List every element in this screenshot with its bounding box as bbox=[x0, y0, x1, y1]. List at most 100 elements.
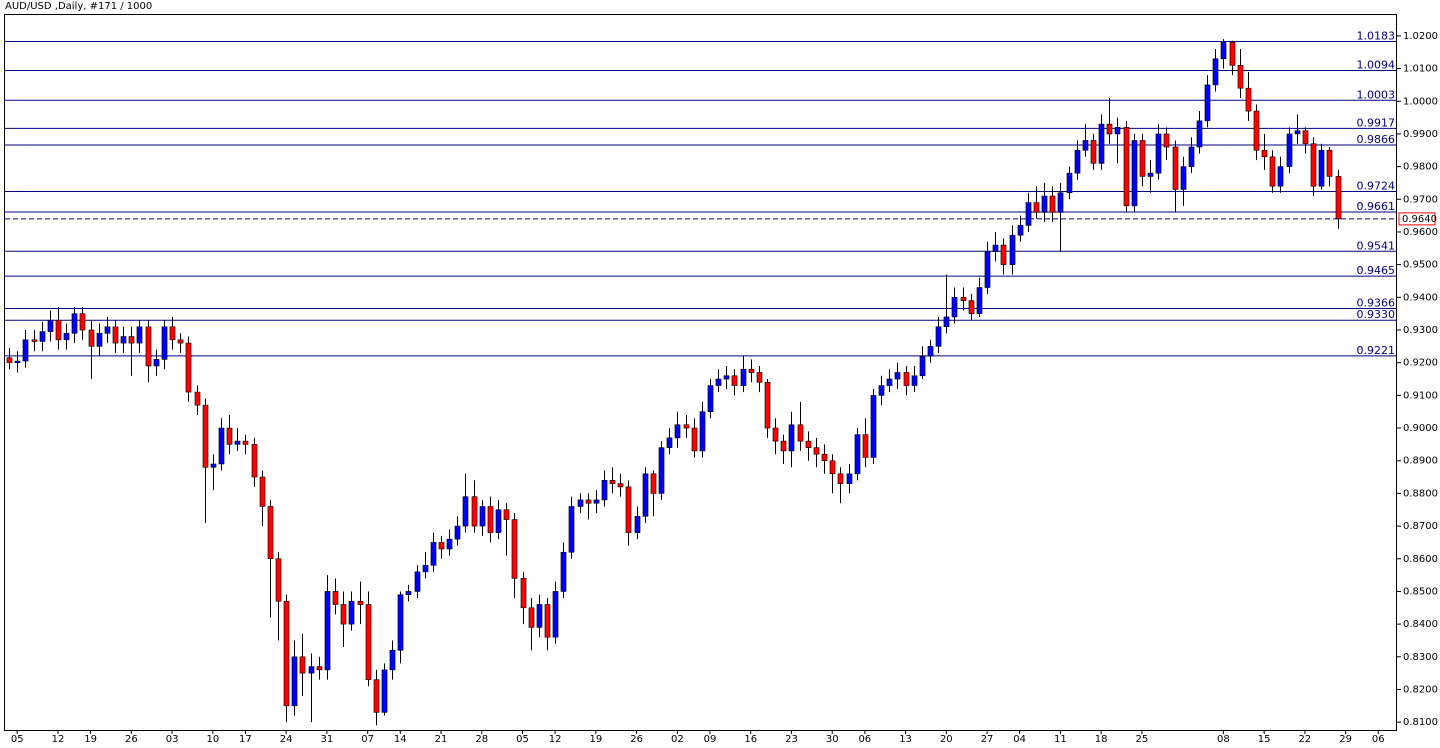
candle-body bbox=[813, 447, 820, 455]
x-tick-label: 25 bbox=[1136, 734, 1149, 745]
current-price-box bbox=[1398, 212, 1436, 226]
candle-body bbox=[153, 359, 160, 367]
candle-body bbox=[47, 319, 54, 332]
candle-body bbox=[1196, 120, 1203, 148]
candle-body bbox=[642, 473, 649, 517]
chart-title: AUD/USD ,Daily, #171 / 1000 bbox=[5, 1, 152, 12]
candle-body bbox=[503, 509, 510, 520]
level-label: 0.9221 bbox=[1357, 344, 1396, 357]
candle-body bbox=[772, 427, 779, 442]
candle-body bbox=[854, 434, 861, 475]
candle-body bbox=[1212, 58, 1219, 86]
candle-body bbox=[31, 339, 38, 342]
candle-body bbox=[731, 375, 738, 386]
candle-body bbox=[63, 332, 70, 341]
candle-body bbox=[609, 480, 616, 484]
candle-body bbox=[658, 447, 665, 494]
x-tick-label: 06 bbox=[1372, 734, 1385, 745]
candle-body bbox=[1261, 149, 1268, 158]
candle-body bbox=[846, 473, 853, 484]
x-tick-label: 30 bbox=[826, 734, 839, 745]
candle-body bbox=[145, 326, 152, 367]
candle-body bbox=[1057, 192, 1064, 213]
candle-body bbox=[650, 473, 657, 494]
candle-body bbox=[829, 460, 836, 475]
plot-frame bbox=[4, 14, 1397, 731]
candle-body bbox=[764, 381, 771, 429]
x-tick-label: 12 bbox=[52, 734, 65, 745]
candle-body bbox=[487, 506, 494, 533]
y-tick-label: 0.9000 bbox=[1403, 423, 1438, 434]
candle-body bbox=[894, 372, 901, 380]
candle-body bbox=[1123, 127, 1130, 207]
y-tick-label: 0.9300 bbox=[1403, 325, 1438, 336]
candle-body bbox=[430, 542, 437, 566]
y-tick-label: 0.9500 bbox=[1403, 260, 1438, 271]
candle-body bbox=[886, 378, 893, 386]
level-label: 1.0003 bbox=[1357, 88, 1396, 101]
x-tick-label: 19 bbox=[589, 734, 602, 745]
candle-body bbox=[870, 395, 877, 458]
candle-body bbox=[397, 594, 404, 651]
candle-body bbox=[161, 326, 168, 360]
candle-body bbox=[96, 332, 103, 347]
candle-body bbox=[1310, 143, 1317, 187]
candle-body bbox=[1074, 149, 1081, 174]
candle-body bbox=[943, 316, 950, 328]
x-tick-label: 09 bbox=[704, 734, 717, 745]
candle-body bbox=[528, 607, 535, 628]
candle-body bbox=[1294, 130, 1301, 135]
y-tick-label: 0.9700 bbox=[1403, 194, 1438, 205]
candle-body bbox=[104, 326, 111, 334]
x-tick-label: 20 bbox=[940, 734, 953, 745]
y-tick-label: 0.9600 bbox=[1403, 227, 1438, 238]
x-tick-label: 28 bbox=[475, 734, 488, 745]
y-tick-label: 0.9800 bbox=[1403, 162, 1438, 173]
candle-body bbox=[1245, 87, 1252, 112]
x-tick-label: 17 bbox=[239, 734, 252, 745]
candle-body bbox=[976, 287, 983, 314]
candle-body bbox=[218, 427, 225, 465]
candle-body bbox=[389, 649, 396, 671]
candle-body bbox=[821, 453, 828, 462]
candle-body bbox=[511, 519, 518, 579]
candle-body bbox=[960, 297, 967, 301]
x-tick-label: 03 bbox=[166, 734, 179, 745]
candle-body bbox=[422, 564, 429, 573]
candle-body bbox=[1237, 65, 1244, 89]
candle-body bbox=[1033, 202, 1040, 213]
candle-body bbox=[674, 424, 681, 439]
x-tick-label: 08 bbox=[1217, 734, 1230, 745]
candle-body bbox=[984, 251, 991, 288]
candle-body bbox=[454, 525, 461, 540]
candle-body bbox=[259, 476, 266, 507]
candle-body bbox=[1155, 133, 1162, 174]
candle-body bbox=[194, 391, 201, 406]
level-label: 0.9724 bbox=[1357, 179, 1396, 192]
x-tick-label: 24 bbox=[280, 734, 293, 745]
level-label: 0.9541 bbox=[1357, 239, 1396, 252]
candle-body bbox=[1269, 156, 1276, 187]
candle-body bbox=[788, 424, 795, 452]
candle-body bbox=[1277, 166, 1284, 187]
candle-body bbox=[1106, 123, 1113, 135]
level-label: 1.0183 bbox=[1357, 29, 1396, 42]
candle-body bbox=[495, 509, 502, 533]
candle-body bbox=[723, 375, 730, 380]
x-tick-label: 02 bbox=[671, 734, 684, 745]
x-tick-label: 04 bbox=[1013, 734, 1026, 745]
candle-body bbox=[1114, 127, 1121, 135]
candle-body bbox=[348, 600, 355, 625]
candle-body bbox=[275, 558, 282, 602]
candle-body bbox=[88, 329, 95, 347]
candle-body bbox=[707, 385, 714, 413]
candle-body bbox=[1131, 140, 1138, 207]
level-label: 0.9465 bbox=[1357, 264, 1396, 277]
y-tick-label: 0.8800 bbox=[1403, 488, 1438, 499]
candle-body bbox=[903, 372, 910, 386]
candle-body bbox=[805, 440, 812, 448]
candle-body bbox=[1066, 172, 1073, 194]
candle-body bbox=[202, 404, 209, 468]
candle-body bbox=[251, 444, 258, 478]
